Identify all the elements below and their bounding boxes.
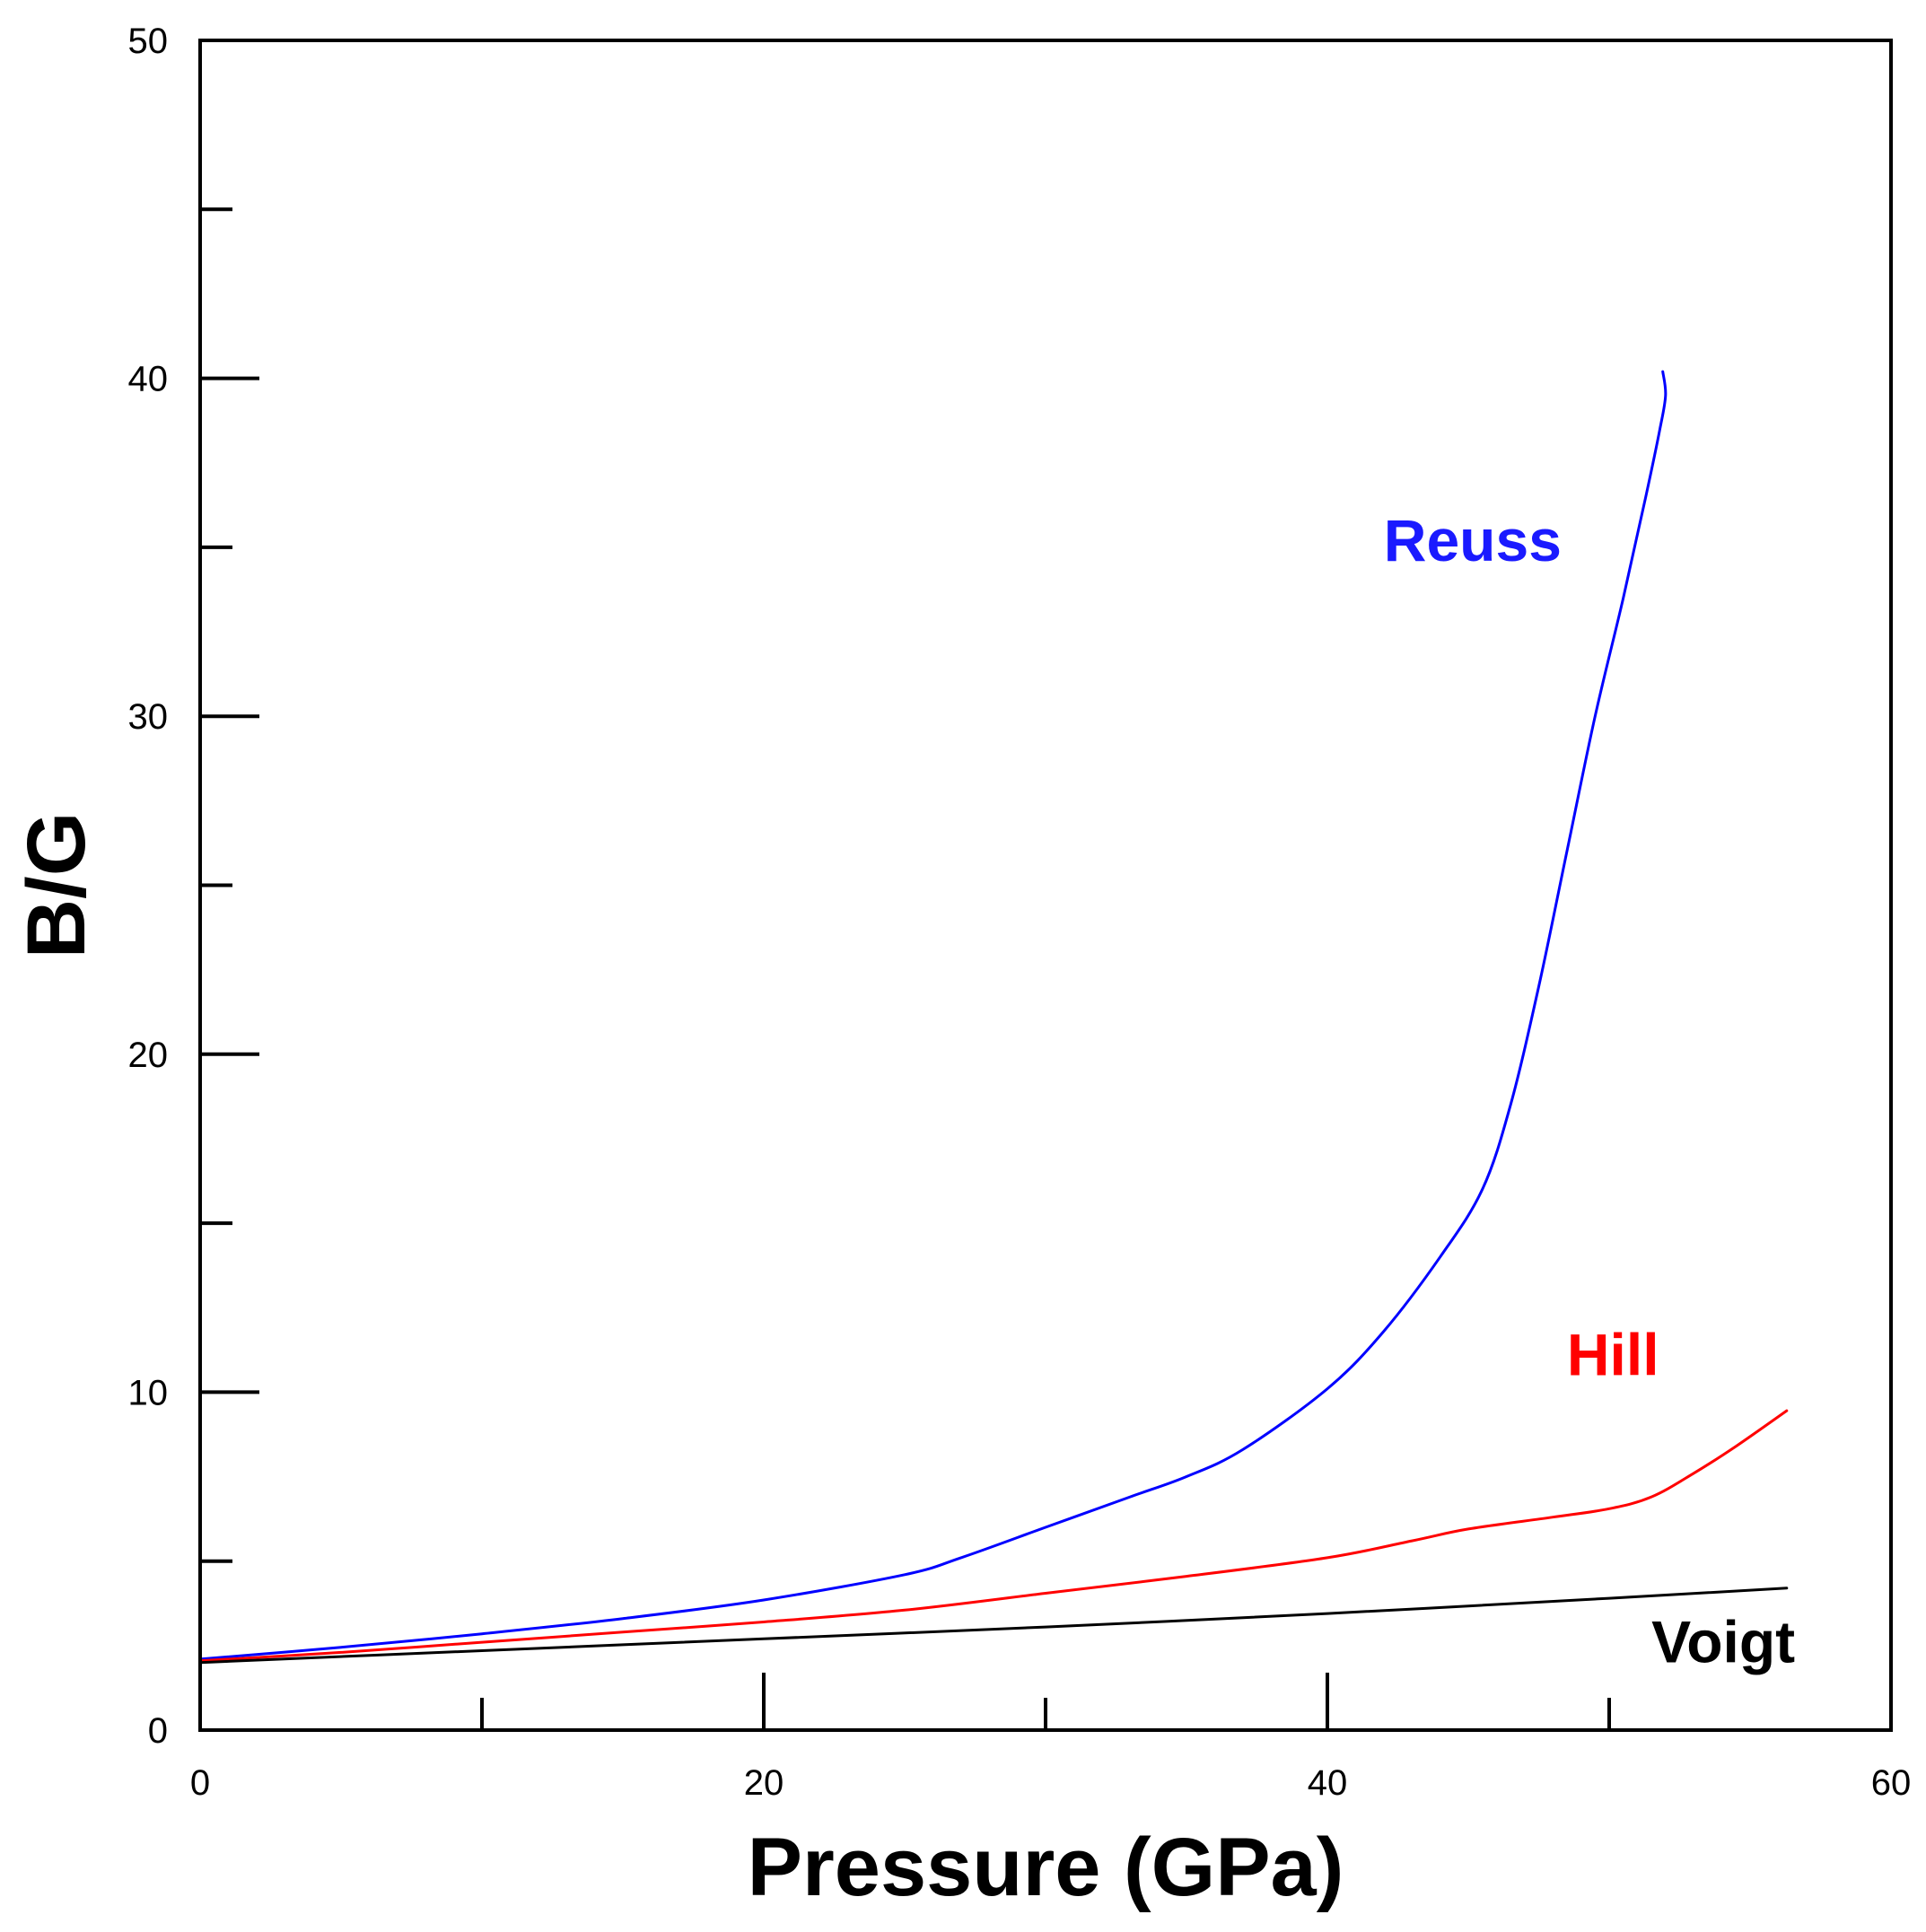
tick-labels-layer: 0 20 40 60 0 10 20 30 40 50 [128,22,1912,1803]
series-label-hill: Hill [1567,1322,1659,1388]
series-line-hill [198,1409,1789,1663]
x-tick-label: 0 [190,1763,210,1803]
x-tick-label: 60 [1871,1763,1912,1803]
y-tick-label: 30 [128,697,169,737]
series-label-voigt: Voigt [1651,1609,1795,1675]
y-axis-title: B/G [11,812,102,959]
y-tick-label: 50 [128,22,169,61]
y-tick-label: 0 [148,1711,168,1751]
series-label-reuss: Reuss [1384,507,1562,573]
ticks-layer [198,39,1893,1732]
series-line-reuss [198,370,1668,1661]
series-layer [198,370,1789,1665]
y-tick-label: 10 [128,1373,169,1412]
x-axis-title: Pressure (GPa) [748,1822,1344,1913]
y-tick-label: 40 [128,360,169,399]
y-tick-label: 20 [128,1036,169,1075]
series-line-voigt [198,1587,1789,1665]
x-tick-label: 20 [744,1763,784,1803]
plot-frame [198,39,1893,1732]
x-tick-label: 40 [1308,1763,1348,1803]
annotations-layer: Reuss Hill Voigt [1384,507,1795,1675]
